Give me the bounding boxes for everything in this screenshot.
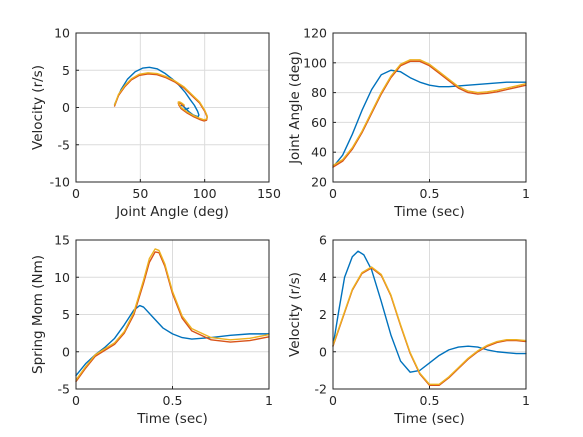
x-tick-label: 150 <box>257 186 281 201</box>
y-tick-label: 6 <box>319 233 327 248</box>
x-tick-label: 0 <box>329 393 337 408</box>
x-tick-label: 0.5 <box>420 393 440 408</box>
y-tick-label: 0 <box>319 344 327 359</box>
x-tick-label: 1 <box>522 186 530 201</box>
y-tick-label: 4 <box>319 270 327 285</box>
x-axis-label: Time (sec) <box>393 411 465 427</box>
x-tick-label: 0.5 <box>420 186 440 201</box>
y-tick-label: 10 <box>54 270 70 285</box>
y-axis-label: Velocity (r/s) <box>287 272 303 357</box>
y-tick-label: -10 <box>50 175 70 190</box>
y-axis-label: Velocity (r/s) <box>30 65 46 150</box>
y-tick-label: 15 <box>54 233 70 248</box>
series-line-3 <box>113 72 208 121</box>
x-tick-label: 50 <box>132 186 148 201</box>
series-line-3 <box>332 59 527 167</box>
y-tick-label: 60 <box>311 115 327 130</box>
series-line-1 <box>75 304 270 377</box>
x-tick-label: 100 <box>193 186 217 201</box>
y-tick-label: 5 <box>62 307 70 322</box>
series-line-1 <box>332 250 527 373</box>
y-tick-label: 40 <box>311 145 327 160</box>
x-tick-label: 0.5 <box>163 393 183 408</box>
chart-panel-1: 0 50 100 150 -10 -5 0 5 10 Joint Angle (deg) Veloc… <box>30 26 281 221</box>
y-tick-label: 2 <box>319 307 327 322</box>
series-line-3 <box>332 266 527 386</box>
y-tick-label: 120 <box>303 26 327 41</box>
x-axis-label: Joint Angle (deg) <box>115 204 229 220</box>
x-tick-label: 0 <box>329 186 337 201</box>
x-tick-label: 0 <box>72 393 80 408</box>
series-line-2 <box>332 267 527 386</box>
y-tick-label: 5 <box>62 63 70 78</box>
y-tick-label: 0 <box>62 100 70 115</box>
x-tick-label: 0 <box>72 186 80 201</box>
x-tick-label: 1 <box>265 393 273 408</box>
y-tick-label: -5 <box>58 382 70 397</box>
y-tick-label: 0 <box>62 344 70 359</box>
y-tick-label: 20 <box>311 175 327 190</box>
y-axis-label: Spring Mom (Nm) <box>30 255 46 374</box>
series-line-1 <box>332 69 527 168</box>
series-line-3 <box>75 248 270 381</box>
y-tick-label: 10 <box>54 26 70 41</box>
series-line-2 <box>75 251 270 383</box>
y-axis-label: Joint Angle (deg) <box>287 51 303 165</box>
x-tick-label: 1 <box>522 393 530 408</box>
y-tick-label: 80 <box>311 85 327 100</box>
y-tick-label: -2 <box>315 382 327 397</box>
y-tick-label: 100 <box>303 55 327 70</box>
y-tick-label: -5 <box>58 137 70 152</box>
x-axis-label: Time (sec) <box>393 204 465 220</box>
x-axis-label: Time (sec) <box>136 411 208 427</box>
